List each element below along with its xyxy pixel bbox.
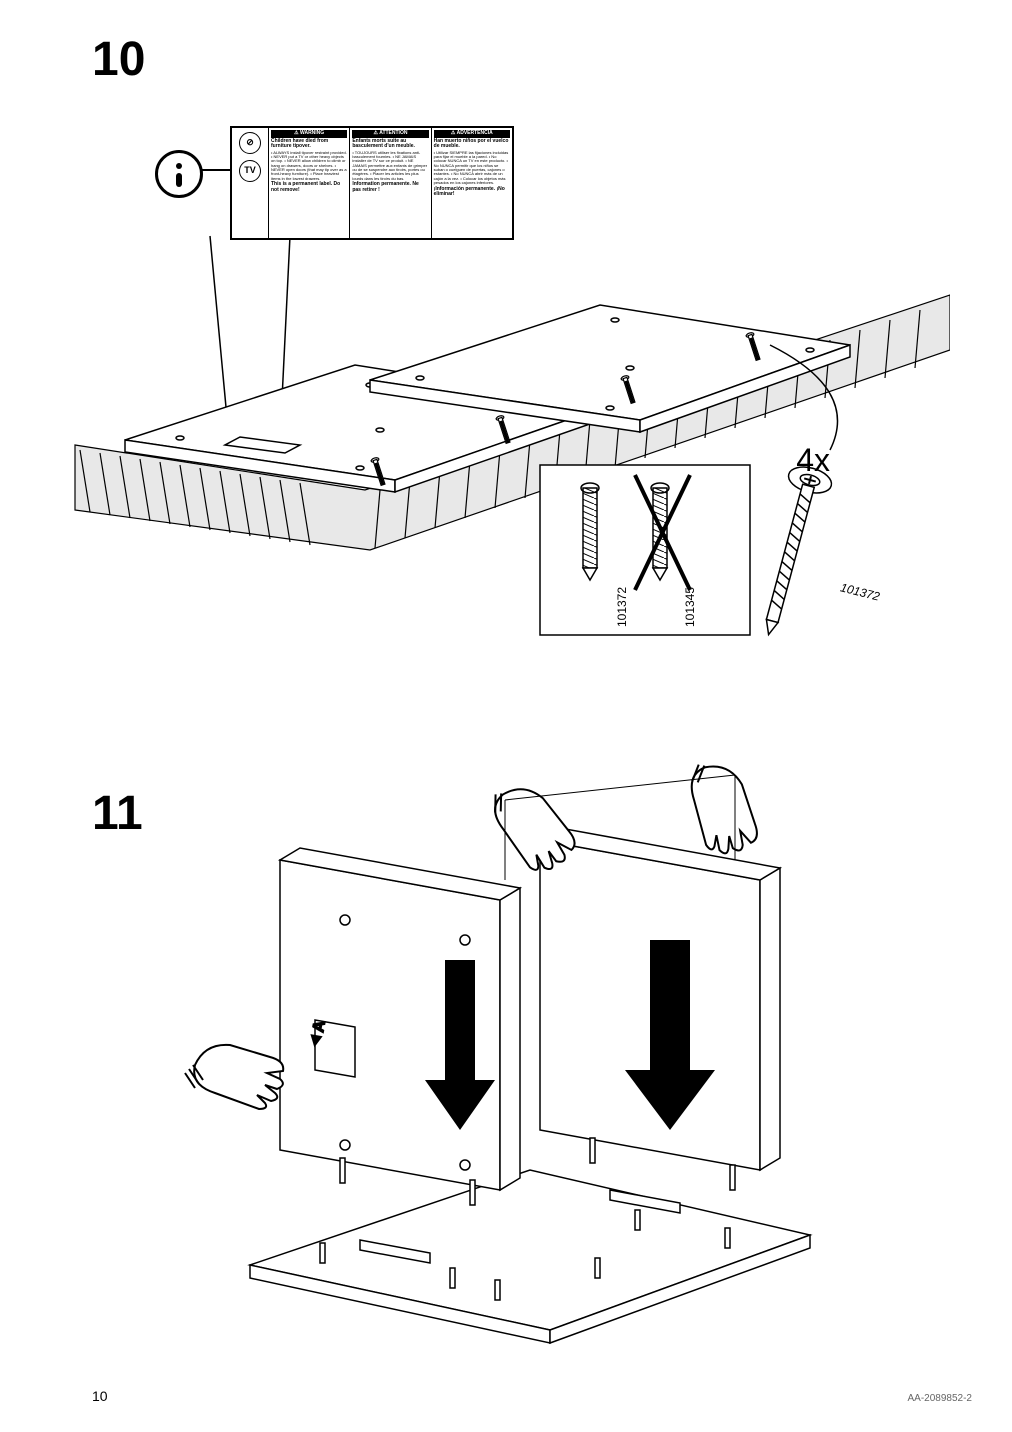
warning-strong-en: Children have died from furniture tipove…	[271, 138, 347, 151]
step10-diagram: ⊘ TV ⚠ WARNING Children have died from f…	[70, 120, 950, 670]
warning-footer-fr: Information permanente. Ne pas retirer !	[352, 181, 428, 194]
quantity-4x: 4x	[796, 442, 830, 479]
step-number-10: 10	[92, 36, 145, 84]
warning-header-fr: ⚠ ATTENTION	[352, 130, 428, 138]
step11-svg: A	[170, 760, 870, 1360]
tv-icon: TV	[239, 160, 261, 182]
document-code: AA-2089852-2	[908, 1393, 973, 1404]
part-number-correct: 101372	[615, 587, 629, 627]
info-icon	[155, 150, 203, 198]
warning-body-es: • Utilizar SIEMPRE las fijaciones inclui…	[434, 151, 510, 186]
warning-header-en: ⚠ WARNING	[271, 130, 347, 138]
part-number-wrong: 101345	[683, 587, 697, 627]
warning-body-fr: • TOUJOURS utiliser les fixations anti-b…	[352, 151, 428, 182]
warning-body-en: • ALWAYS install tipover restraint provi…	[271, 151, 347, 182]
tipover-icon: ⊘	[239, 132, 261, 154]
warning-header-es: ⚠ ADVERTENCIA	[434, 130, 510, 138]
warning-strong-fr: Enfants morts suite au basculement d'un …	[352, 138, 428, 151]
warning-strong-es: Han muerto niños por el vuelco de mueble…	[434, 138, 510, 151]
step-number-11: 11	[92, 790, 143, 838]
warning-footer-es: ¡Información permanente. ¡No eliminar!	[434, 186, 510, 199]
warning-footer-en: This is a permanent label. Do not remove…	[271, 181, 347, 194]
warning-label: ⊘ TV ⚠ WARNING Children have died from f…	[230, 126, 514, 240]
page-number: 10	[92, 1388, 108, 1404]
step11-diagram: A	[170, 760, 870, 1360]
